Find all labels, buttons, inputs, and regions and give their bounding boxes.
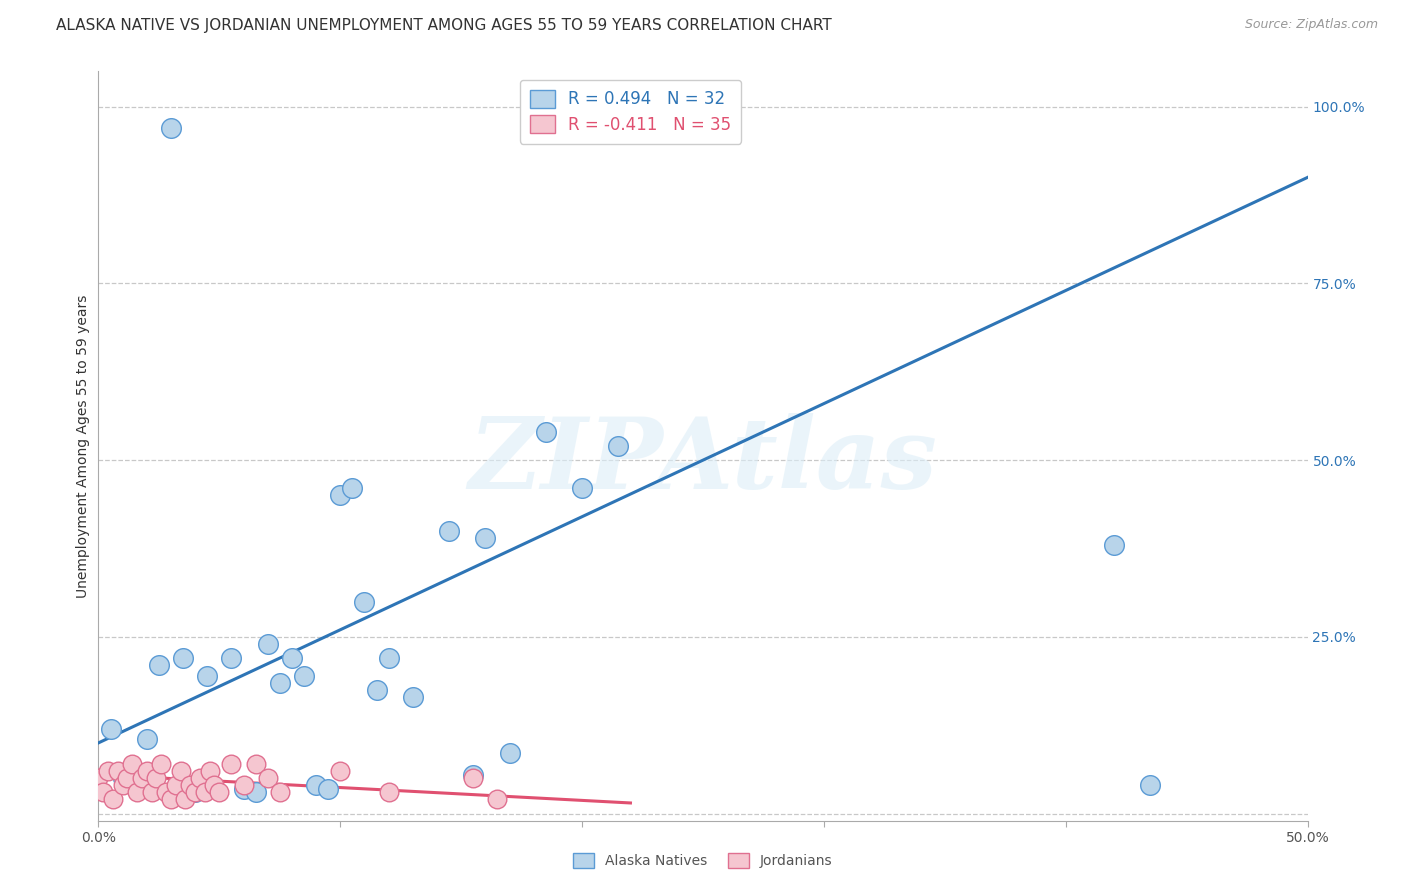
Point [91, 785, 114, 799]
Point [329, 764, 352, 779]
Point [131, 771, 153, 785]
Point [377, 785, 399, 799]
Point [353, 594, 375, 608]
Point [160, 120, 183, 135]
Point [1139, 778, 1161, 792]
Point [184, 785, 207, 799]
Point [101, 792, 124, 806]
Point [463, 767, 485, 781]
Point [256, 771, 278, 785]
Point [463, 771, 485, 785]
Point [172, 651, 194, 665]
Point [198, 764, 221, 779]
Point [204, 778, 226, 792]
Point [188, 771, 211, 785]
Point [269, 675, 291, 690]
Point [232, 778, 254, 792]
Point [534, 425, 557, 439]
Point [121, 757, 143, 772]
Point [148, 658, 170, 673]
Point [184, 785, 207, 799]
Y-axis label: Unemployment Among Ages 55 to 59 years: Unemployment Among Ages 55 to 59 years [76, 294, 90, 598]
Point [571, 482, 593, 496]
Point [155, 785, 177, 799]
Point [1102, 538, 1125, 552]
Point [195, 669, 218, 683]
Point [179, 778, 201, 792]
Point [165, 778, 187, 792]
Point [256, 637, 278, 651]
Point [145, 771, 167, 785]
Legend: Alaska Natives, Jordanians: Alaska Natives, Jordanians [568, 847, 838, 873]
Point [160, 792, 183, 806]
Point [474, 531, 496, 545]
Point [111, 771, 134, 785]
Text: ALASKA NATIVE VS JORDANIAN UNEMPLOYMENT AMONG AGES 55 TO 59 YEARS CORRELATION CH: ALASKA NATIVE VS JORDANIAN UNEMPLOYMENT … [56, 18, 832, 33]
Point [281, 651, 304, 665]
Point [221, 757, 243, 772]
Point [607, 439, 630, 453]
Point [174, 792, 197, 806]
Point [221, 651, 243, 665]
Point [316, 781, 339, 796]
Point [377, 651, 399, 665]
Point [127, 785, 149, 799]
Point [141, 785, 163, 799]
Point [366, 682, 388, 697]
Point [402, 690, 425, 704]
Point [342, 482, 364, 496]
Text: Source: ZipAtlas.com: Source: ZipAtlas.com [1244, 18, 1378, 31]
Point [150, 757, 173, 772]
Point [498, 747, 520, 761]
Point [194, 785, 217, 799]
Point [100, 722, 122, 736]
Point [245, 785, 267, 799]
Point [437, 524, 460, 538]
Point [135, 764, 157, 779]
Point [97, 764, 120, 779]
Point [111, 778, 134, 792]
Point [269, 785, 291, 799]
Point [486, 792, 509, 806]
Point [117, 771, 139, 785]
Point [305, 778, 328, 792]
Point [169, 764, 191, 779]
Point [107, 764, 129, 779]
Text: ZIPAtlas: ZIPAtlas [468, 413, 938, 509]
Point [87, 771, 110, 785]
Point [292, 669, 315, 683]
Point [232, 781, 254, 796]
Point [329, 488, 352, 502]
Point [245, 757, 267, 772]
Point [135, 732, 157, 747]
Point [208, 785, 231, 799]
